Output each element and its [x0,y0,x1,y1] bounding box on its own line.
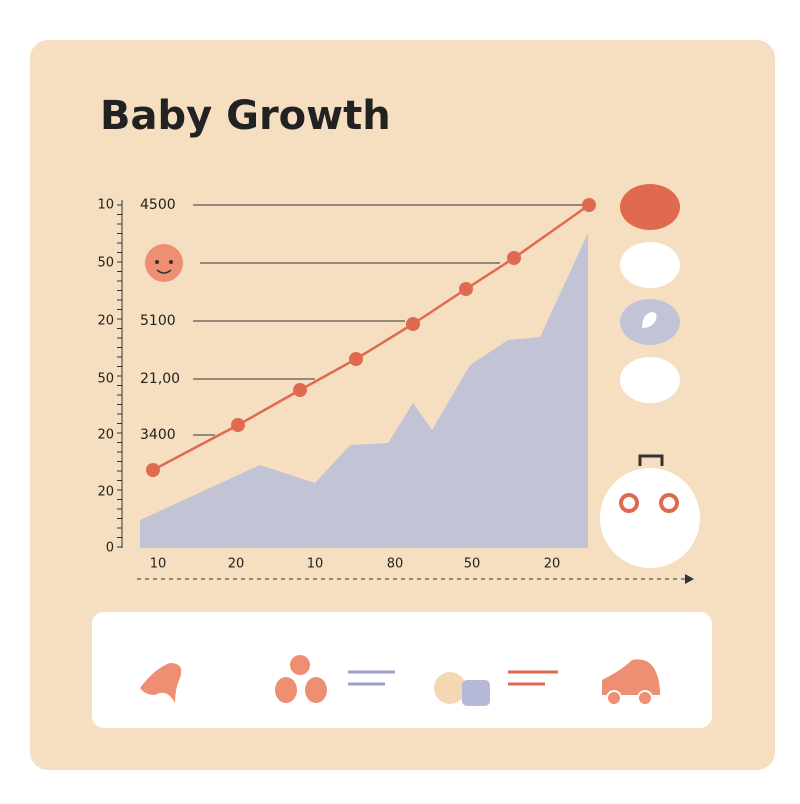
inline-label: 3400 [140,427,176,443]
points [146,198,596,477]
y-minor-ticks [117,204,122,548]
x-tick-label: 10 [150,557,167,572]
legend-icon [434,672,466,704]
inline-label: 21,00 [140,371,180,387]
legend-icon [606,690,622,706]
x-tick-label: 20 [228,557,245,572]
badge-bg [620,184,680,230]
face-icon [145,244,183,282]
legend-icon [275,655,327,703]
bag-handle [638,454,664,466]
title: Baby Growth [100,93,391,139]
y-tick-label: 20 [97,314,114,329]
x-tick-label: 80 [387,557,404,572]
y-tick-label: 0 [106,541,114,556]
legend-icon [637,690,653,706]
y-tick-label: 50 [97,372,114,387]
legend-panel [92,612,712,728]
legend-dash [348,670,395,686]
legend-dash [508,670,558,686]
y-tick-label: 10 [97,198,114,213]
area [140,233,588,548]
x-tick-label: 20 [544,557,561,572]
line [152,203,590,472]
badge-bg [620,242,680,288]
y-tick-label: 20 [97,485,114,500]
y-tick-label: 50 [97,256,114,271]
year-icon [619,493,639,513]
guide-lines [193,204,585,436]
x-tick-label: 50 [464,557,481,572]
legend-icon [462,680,490,706]
year-circle [600,468,700,568]
inline-label: 5100 [140,313,176,329]
badge-bg [620,357,680,403]
year-icon [659,493,679,513]
card [30,40,775,770]
inline-label: 4500 [140,197,176,213]
legend-icon [602,659,660,695]
x-tick-label: 10 [307,557,324,572]
badge-icon [642,312,657,328]
x-arrow [685,574,694,584]
y-tick-label: 20 [97,428,114,443]
legend-icon [140,663,182,703]
